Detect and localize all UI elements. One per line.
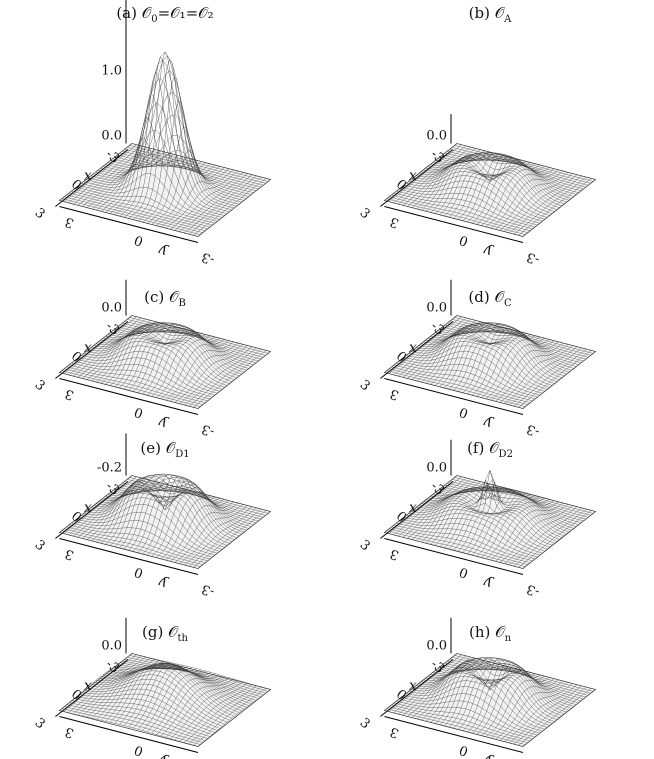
panel-symbol: 𝒪 (494, 288, 505, 306)
y-axis (384, 538, 524, 575)
panel-title: (e) 𝒪D1 (140, 439, 189, 460)
panel-letter: (d) (468, 288, 494, 306)
z-tick-label: 0.0 (101, 639, 122, 654)
panel-subscript: D2 (499, 449, 513, 460)
y-axis (59, 716, 199, 753)
x-axis-label: x (409, 678, 417, 694)
z-tick-label: 0.0 (426, 461, 447, 476)
x-axis (380, 481, 454, 539)
panel-symbol: 𝒪 (489, 439, 500, 457)
surface-mesh (58, 51, 272, 237)
panel-symbol: 𝒪 (168, 623, 179, 641)
surface-mesh (58, 653, 272, 747)
surface-mesh (383, 469, 597, 569)
x-axis-label: x (409, 340, 417, 356)
panel-suffix: =𝒪₁=𝒪₂ (158, 4, 214, 22)
panel-letter: (h) (469, 623, 495, 641)
panel-symbol: 𝒪 (495, 623, 506, 641)
panel-subscript: D1 (175, 449, 189, 460)
z-tick-label: 0.0 (101, 129, 122, 144)
surface-mesh (58, 315, 272, 409)
surface-mesh (58, 473, 272, 569)
panel-letter: (c) (144, 288, 169, 306)
x-axis-label: x (84, 340, 92, 356)
panel-letter: (f) (467, 439, 489, 457)
x-axis (380, 321, 454, 379)
y-axis-label: y (156, 752, 171, 759)
panel-symbol: 𝒪 (495, 4, 506, 22)
y-axis (59, 206, 199, 243)
panel-subscript: 0 (151, 14, 157, 25)
panel-title: (b) 𝒪A (469, 4, 513, 25)
y-axis-label: y (481, 752, 496, 759)
panel-symbol: 𝒪 (142, 4, 153, 22)
z-tick-label: 1.0 (101, 64, 122, 79)
x-axis (380, 149, 454, 207)
y-tick-label: -3 (200, 249, 217, 267)
panel-symbol: 𝒪 (169, 288, 180, 306)
panel-title: (g) 𝒪th (142, 623, 189, 644)
x-axis-label: x (409, 500, 417, 516)
panel-letter: (b) (469, 4, 495, 22)
panel-subscript: C (504, 298, 512, 309)
z-tick-label: 0.0 (426, 639, 447, 654)
panel-subscript: th (178, 633, 189, 644)
x-axis-label: x (84, 500, 92, 516)
panel-title: (a) 𝒪0=𝒪₁=𝒪₂ (116, 4, 213, 25)
panel-letter: (e) (140, 439, 165, 457)
surface-floor (58, 653, 272, 747)
x-axis (380, 659, 454, 717)
surface-mesh (383, 143, 597, 237)
x-axis (55, 149, 129, 207)
surface-mesh (383, 653, 597, 747)
x-axis-label: x (84, 168, 92, 184)
y-tick-label: -3 (525, 581, 542, 599)
x-axis (55, 659, 129, 717)
panel-title: (d) 𝒪C (468, 288, 512, 309)
x-axis (55, 321, 129, 379)
y-axis (59, 378, 199, 415)
z-tick-label: 0.0 (426, 301, 447, 316)
panel-title: (f) 𝒪D2 (467, 439, 513, 460)
y-axis (384, 378, 524, 415)
y-axis (59, 538, 199, 575)
x-tick-label: 3 (357, 715, 373, 732)
panel-letter: (g) (142, 623, 168, 641)
z-tick-label: 0.0 (426, 129, 447, 144)
z-tick-label: 0.0 (101, 301, 122, 316)
y-axis (384, 206, 524, 243)
panel-symbol: 𝒪 (166, 439, 177, 457)
y-tick-label: 0 (457, 742, 470, 759)
y-tick-label: -3 (200, 581, 217, 599)
panel-subscript: n (505, 633, 512, 644)
x-axis (55, 481, 129, 539)
panel-letter: (a) (116, 4, 141, 22)
panel-subscript: B (178, 298, 185, 309)
y-tick-label: -3 (200, 421, 217, 439)
y-tick-label: 3 (388, 724, 401, 741)
surface-mesh (383, 315, 597, 409)
x-axis-label: x (409, 168, 417, 184)
panel-title: (c) 𝒪B (144, 288, 186, 309)
panel-subscript: A (503, 14, 512, 25)
y-tick-label: -3 (525, 249, 542, 267)
y-tick-label: -3 (525, 421, 542, 439)
panel-title: (h) 𝒪n (469, 623, 512, 644)
x-axis-label: x (84, 678, 92, 694)
y-axis (384, 716, 524, 753)
z-tick-label: -0.2 (97, 461, 122, 476)
